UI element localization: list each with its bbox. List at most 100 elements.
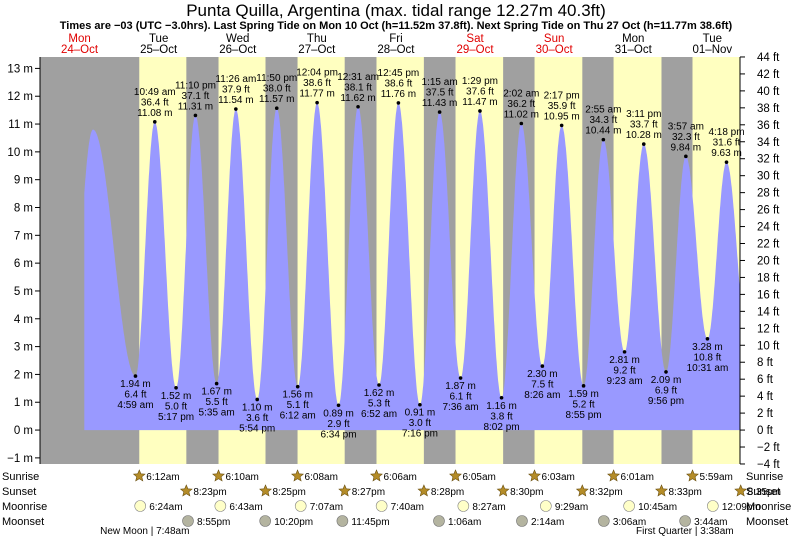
- tide-extreme-dot: [724, 160, 729, 164]
- day-name-label: Sun: [544, 33, 564, 45]
- tide-extreme-label: 32.3 ft: [672, 132, 700, 143]
- tide-extreme-label: 1:29 pm: [462, 76, 498, 87]
- left-axis-tick-label: 13 m: [7, 63, 33, 75]
- right-axis-tick-label: 42 ft: [757, 69, 780, 81]
- left-axis-tick-label: 9 m: [14, 175, 33, 187]
- sun-star-icon: [291, 469, 305, 482]
- tide-extreme-dot: [581, 384, 586, 388]
- tide-extreme-label: 1.10 m: [242, 402, 273, 413]
- moonset-time: 1:06am: [448, 517, 481, 528]
- tide-extreme-label: 5:35 am: [199, 408, 235, 419]
- tide-extreme-dot: [193, 113, 198, 118]
- chart-title: Punta Quilla, Argentina (max. tidal rang…: [186, 1, 606, 20]
- tide-extreme-label: 6:34 pm: [320, 429, 356, 440]
- sunset-time: 8:23pm: [193, 487, 226, 498]
- sunrise-time: 6:06am: [383, 472, 416, 483]
- tide-extreme-label: 2.09 m: [651, 375, 682, 386]
- tide-extreme-label: 2.30 m: [527, 369, 558, 380]
- sun-moon-rows: Sunrise Sunrise Sunset Sunset Moonrise Moonri…: [2, 469, 791, 537]
- tide-extreme-label: 2.9 ft: [327, 419, 349, 430]
- tide-extreme-label: 2:55 am: [585, 105, 621, 116]
- tide-extreme-label: 38.1 ft: [344, 82, 372, 93]
- tide-extreme-label: 38.6 ft: [303, 78, 331, 89]
- tide-extreme-dot: [152, 120, 157, 124]
- tide-extreme-label: 37.9 ft: [222, 85, 250, 96]
- moonset-time: 11:45pm: [351, 517, 389, 528]
- tide-extreme-label: 11.76 m: [381, 89, 416, 100]
- moonrise-time: 9:29am: [555, 502, 588, 513]
- moonset-moon-icon: [679, 515, 691, 527]
- tide-extreme-label: 5.1 ft: [287, 400, 309, 411]
- moonset-moon-icon: [336, 515, 349, 527]
- left-axis-tick-label: 4 m: [14, 314, 33, 326]
- sunrise-time: 6:05am: [463, 472, 496, 483]
- tide-extreme-label: 7:16 pm: [402, 429, 438, 440]
- moonrise-time: 8:27am: [472, 502, 505, 513]
- tide-extreme-dot: [255, 397, 260, 402]
- left-axis-tick-label: 0 m: [14, 425, 33, 437]
- left-axis-tick-label: 7 m: [14, 230, 33, 242]
- sun-star-icon: [417, 484, 431, 497]
- tide-extreme-label: 7:36 am: [443, 402, 479, 413]
- tide-extreme-label: 1.67 m: [201, 387, 232, 398]
- moonrise-time: 7:40am: [391, 502, 424, 513]
- tide-extreme-label: 11.02 m: [504, 109, 539, 120]
- sun-star-icon: [179, 484, 193, 497]
- sun-star-icon: [734, 484, 748, 497]
- moonrise-moon-icon: [623, 500, 635, 512]
- tide-extreme-label: 5.2 ft: [572, 399, 594, 410]
- right-axis-tick-label: −4 ft: [757, 459, 781, 471]
- right-axis-tick-label: 40 ft: [757, 86, 780, 98]
- tide-extreme-dot: [478, 109, 482, 113]
- day-date-label: 01–Nov: [693, 44, 733, 56]
- moonrise-time: 12:09pm: [722, 502, 761, 513]
- tide-extreme-label: 1.52 m: [161, 391, 192, 402]
- moonrise-moon-icon: [707, 500, 719, 512]
- tide-extreme-dot: [274, 106, 279, 110]
- tide-extreme-label: 6.9 ft: [655, 385, 677, 396]
- right-axis-tick-label: 28 ft: [757, 188, 780, 200]
- tide-extreme-label: 2.81 m: [609, 355, 640, 366]
- tide-extreme-dot: [622, 350, 627, 354]
- chart-subtitle: Times are −03 (UTC −3.0hrs). Last Spring…: [60, 20, 733, 32]
- tide-extreme-label: 6:52 am: [361, 409, 397, 420]
- tide-extreme-label: 11:50 pm: [256, 73, 297, 84]
- moonrise-time: 6:24am: [149, 502, 182, 513]
- tide-extreme-label: 8:26 am: [524, 390, 560, 401]
- right-axis-tick-label: 2 ft: [757, 408, 774, 420]
- right-axis-tick-label: 8 ft: [757, 357, 774, 369]
- left-axis-tick-label: 6 m: [14, 258, 33, 270]
- moonrise-moon-icon: [457, 500, 470, 512]
- tide-extreme-label: 5.3 ft: [368, 398, 390, 409]
- tide-extreme-label: 5:54 pm: [239, 423, 275, 434]
- tide-extreme-label: 5:17 pm: [158, 412, 194, 423]
- tide-extreme-label: 0.91 m: [405, 408, 436, 419]
- sun-star-icon: [212, 469, 225, 482]
- tide-extreme-label: 10.44 m: [585, 126, 621, 137]
- tide-extreme-label: 5.5 ft: [206, 397, 228, 408]
- tide-extreme-dot: [418, 402, 422, 407]
- row-label-left: Moonrise: [2, 501, 47, 513]
- tide-extreme-dot: [377, 383, 381, 387]
- tide-extreme-label: 37.5 ft: [426, 88, 454, 99]
- day-date-label: 31–Oct: [615, 44, 653, 56]
- right-axis-tick-label: 38 ft: [757, 103, 780, 115]
- tide-extreme-label: 10.95 m: [544, 111, 580, 122]
- sun-star-icon: [496, 484, 510, 497]
- tide-extreme-label: 12:31 am: [337, 72, 379, 83]
- row-label-left: Sunset: [2, 486, 36, 498]
- moonrise-moon-icon: [540, 500, 552, 512]
- moonset-time: 8:55pm: [197, 517, 230, 528]
- tide-area: [84, 102, 741, 431]
- right-axis-tick-label: 36 ft: [757, 120, 780, 132]
- left-axis-tick-label: −1 m: [7, 453, 33, 465]
- sunset-time: 8:25pm: [273, 487, 306, 498]
- tide-extreme-label: 7.5 ft: [531, 380, 553, 391]
- tide-extreme-label: 36.4 ft: [141, 97, 169, 108]
- row-label-left: Moonset: [2, 516, 44, 528]
- tide-extreme-label: 3:57 am: [668, 121, 704, 132]
- tide-extreme-label: 4:59 am: [117, 400, 153, 411]
- tide-extreme-label: 11.47 m: [462, 97, 497, 108]
- tide-curve-group: [84, 102, 741, 431]
- tide-extreme-label: 9.2 ft: [613, 365, 635, 376]
